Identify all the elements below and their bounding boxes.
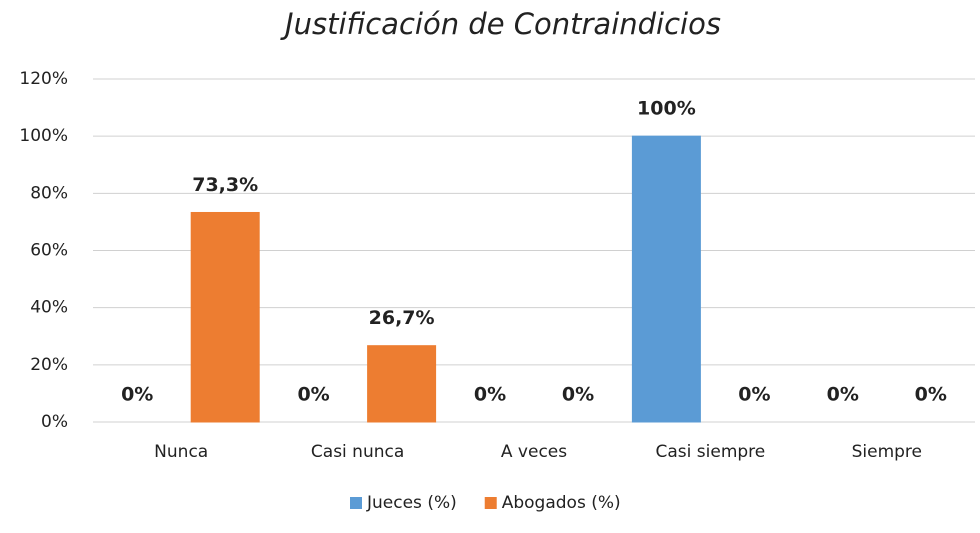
data-label: 0% xyxy=(297,384,329,406)
data-label: 0% xyxy=(474,384,506,406)
bar xyxy=(631,135,701,423)
y-tick-label: 120% xyxy=(19,69,68,89)
bar xyxy=(367,345,437,423)
y-tick-label: 80% xyxy=(30,183,68,203)
data-label: 100% xyxy=(637,98,696,120)
bar xyxy=(190,211,260,423)
x-tick-label: Casi siempre xyxy=(656,442,766,462)
x-tick-label: Siempre xyxy=(852,442,922,462)
x-tick-label: Casi nunca xyxy=(311,442,404,462)
legend-swatch xyxy=(350,497,362,509)
data-label: 73,3% xyxy=(192,174,258,196)
data-label: 0% xyxy=(562,384,594,406)
legend-label: Jueces (%) xyxy=(366,493,457,513)
chart-title: Justificación de Contraindicios xyxy=(280,7,721,41)
data-label: 0% xyxy=(915,384,947,406)
x-tick-label: A veces xyxy=(501,442,567,462)
y-tick-label: 60% xyxy=(30,241,68,261)
legend-label: Abogados (%) xyxy=(502,493,621,513)
data-label: 0% xyxy=(827,384,859,406)
y-tick-label: 20% xyxy=(30,355,68,375)
y-tick-label: 100% xyxy=(19,126,68,146)
x-tick-label: Nunca xyxy=(154,442,208,462)
data-label: 0% xyxy=(121,384,153,406)
y-tick-label: 0% xyxy=(41,412,68,432)
y-tick-label: 40% xyxy=(30,298,68,318)
data-label: 26,7% xyxy=(369,307,435,329)
legend-swatch xyxy=(484,497,497,509)
data-label: 0% xyxy=(738,384,770,406)
